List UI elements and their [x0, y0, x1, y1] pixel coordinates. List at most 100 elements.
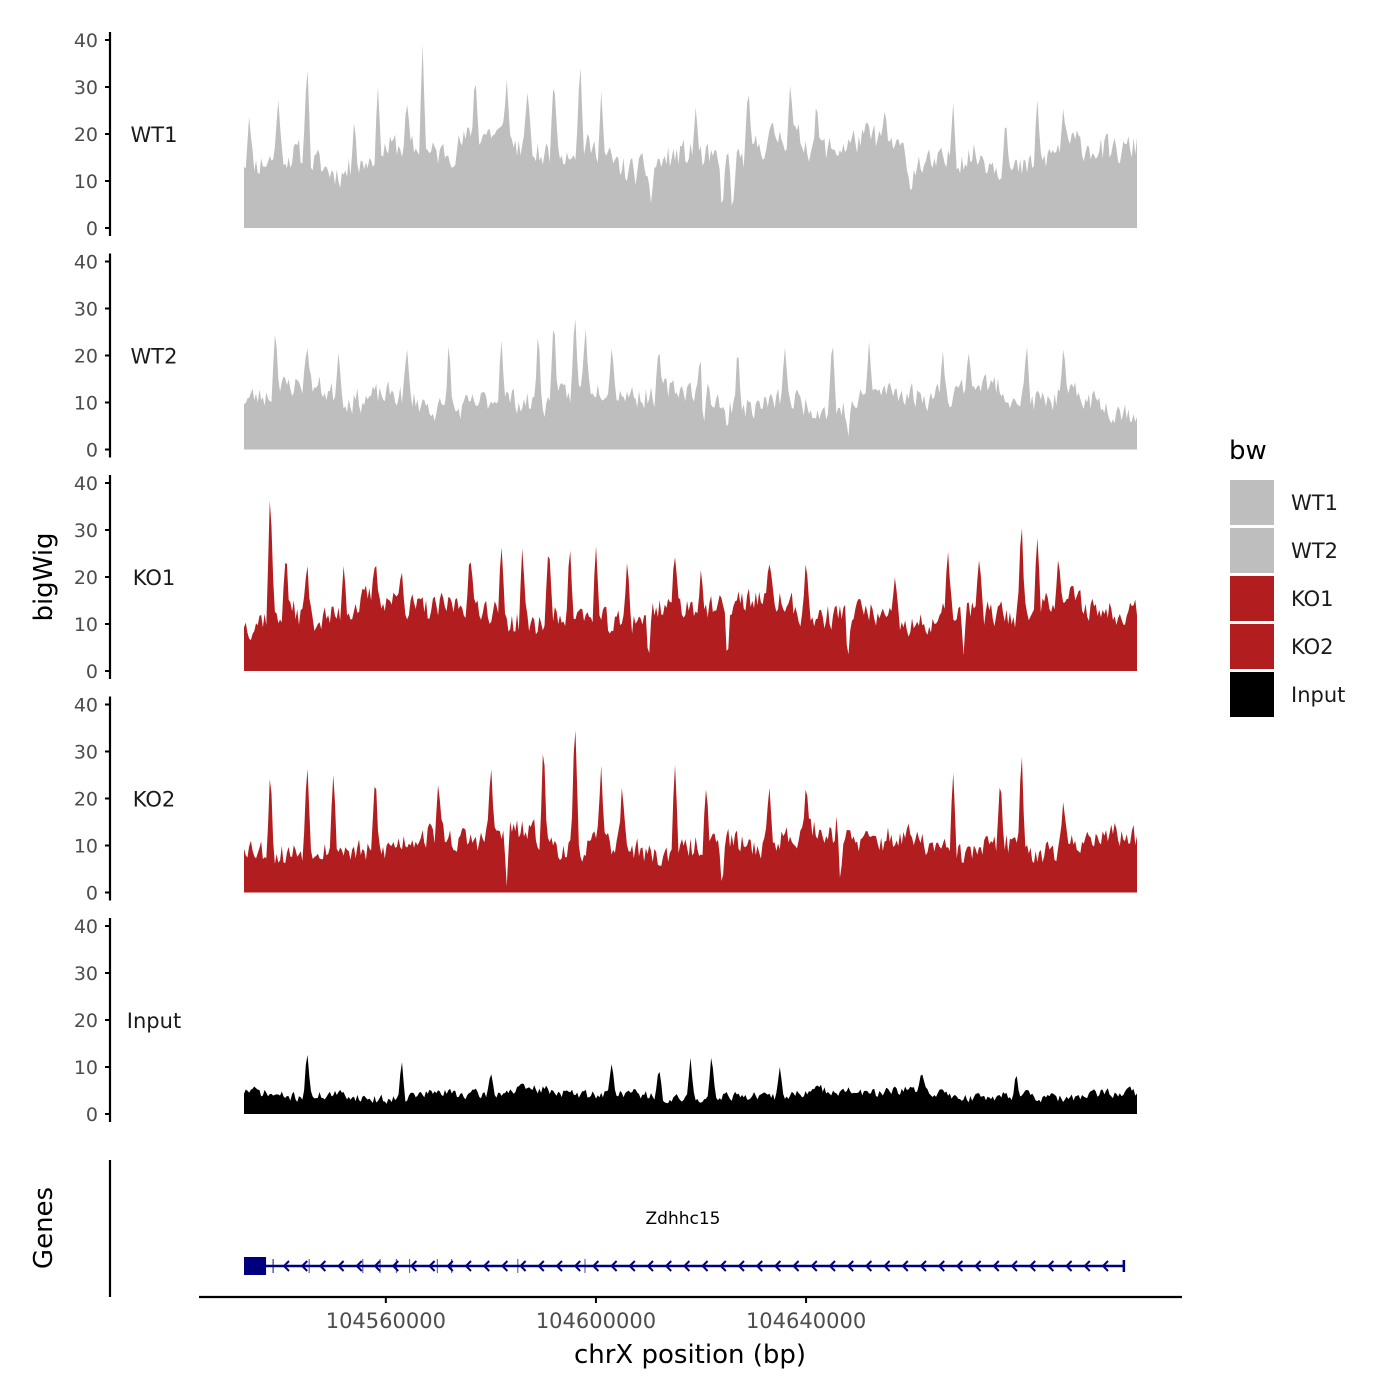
legend-label-wt2: WT2: [1291, 539, 1338, 563]
y-tick-label: 10: [74, 393, 98, 415]
y-tick-label: 0: [86, 218, 98, 240]
gene-exon: [450, 1259, 453, 1273]
gene-exon: [436, 1259, 438, 1273]
strand-arrow: [355, 1260, 363, 1272]
y-tick-label: 40: [74, 473, 98, 495]
strand-arrow: [555, 1260, 563, 1272]
track-wt2: 0 10 20 30 40 WT2: [74, 252, 1137, 462]
gene-track: Zdhhc15: [108, 1160, 1126, 1297]
y-tick-label: 0: [86, 883, 98, 905]
strand-arrow: [464, 1260, 472, 1272]
legend-key-ko1: [1230, 576, 1274, 621]
y-tick-label: 40: [74, 30, 98, 52]
y-tick-label: 0: [86, 661, 98, 683]
strand-arrow: [846, 1260, 854, 1272]
strand-arrow: [792, 1260, 800, 1272]
y-tick-label: 40: [74, 916, 98, 938]
strand-arrow: [955, 1260, 964, 1272]
track-ko1: 0 10 20 30 40 KO1: [74, 473, 1137, 683]
gene-exon: [272, 1259, 274, 1273]
strand-arrow: [992, 1260, 1000, 1272]
strand-arrow: [482, 1260, 490, 1272]
y-tick-label: 20: [74, 346, 98, 368]
y-axis-title: bigWig: [29, 532, 59, 621]
gene-exon: [379, 1259, 381, 1273]
y-tick-label: 30: [74, 520, 98, 542]
track-input: 0 10 20 30 40 Input: [74, 916, 1137, 1126]
strand-arrow: [1010, 1260, 1018, 1272]
track-label-ko1: KO1: [133, 566, 176, 590]
track-ko2: 0 10 20 30 40 KO2: [74, 695, 1137, 905]
genes-track-title: Genes: [29, 1187, 59, 1269]
track-label-input: Input: [127, 1009, 181, 1033]
strand-arrow: [883, 1260, 891, 1272]
legend-key-wt2: [1230, 528, 1274, 573]
y-tick-label: 20: [74, 124, 98, 146]
strand-arrow: [664, 1260, 672, 1272]
strand-arrow: [828, 1260, 836, 1272]
strand-arrow: [974, 1260, 982, 1272]
strand-arrow: [773, 1260, 782, 1272]
gene-exon: [408, 1259, 411, 1273]
strand-arrow: [573, 1260, 581, 1272]
gene-name-label: Zdhhc15: [646, 1209, 721, 1229]
strand-arrow: [810, 1260, 818, 1272]
y-tick-label: 30: [74, 742, 98, 764]
strand-arrow: [1028, 1260, 1036, 1272]
legend-label-wt1: WT1: [1291, 491, 1338, 515]
strand-arrow: [737, 1260, 745, 1272]
strand-arrow: [409, 1260, 418, 1272]
strand-arrow: [428, 1260, 436, 1272]
strand-arrow: [646, 1260, 654, 1272]
strand-arrow: [755, 1260, 763, 1272]
coverage-area-input: [244, 1054, 1137, 1114]
strand-arrow: [610, 1260, 618, 1272]
strand-arrow: [373, 1260, 381, 1272]
strand-arrow: [1101, 1260, 1109, 1272]
y-tick-label: 10: [74, 614, 98, 636]
strand-arrow: [937, 1260, 945, 1272]
track-label-wt1: WT1: [131, 123, 178, 147]
coverage-area-ko1: [244, 500, 1137, 671]
y-tick-label: 0: [86, 440, 98, 462]
gene-exon: [362, 1259, 364, 1273]
y-tick-label: 40: [74, 695, 98, 717]
y-tick-label: 20: [74, 1010, 98, 1032]
x-tick-label: 104640000: [746, 1309, 866, 1333]
coverage-tracks: 0 10 20 30 40 WT1 0 10 20 30 40 WT2 0 10 20 30 40 KO1 0 10 2…: [74, 30, 1137, 1126]
coverage-area-wt2: [244, 318, 1137, 450]
coverage-area-ko2: [244, 730, 1137, 893]
y-tick-label: 20: [74, 789, 98, 811]
coverage-area-wt1: [244, 44, 1137, 229]
track-label-ko2: KO2: [133, 788, 176, 812]
strand-arrow: [1065, 1260, 1073, 1272]
strand-arrow: [701, 1260, 709, 1272]
y-tick-label: 30: [74, 963, 98, 985]
strand-arrow: [519, 1260, 527, 1272]
x-tick-label: 104600000: [536, 1309, 656, 1333]
strand-arrow: [901, 1260, 909, 1272]
x-axis-title: chrX position (bp): [574, 1340, 806, 1370]
y-tick-label: 10: [74, 836, 98, 858]
legend-label-ko2: KO2: [1291, 635, 1334, 659]
y-tick-label: 40: [74, 252, 98, 274]
y-tick-label: 10: [74, 1057, 98, 1079]
strand-arrow: [300, 1260, 308, 1272]
gene-exon: [308, 1259, 310, 1273]
strand-arrow: [318, 1260, 327, 1272]
strand-arrow: [337, 1260, 345, 1272]
gene-exon: [584, 1259, 586, 1273]
legend-key-ko2: [1230, 624, 1274, 669]
legend-key-input: [1230, 672, 1274, 717]
strand-arrow: [1083, 1260, 1091, 1272]
strand-arrow: [628, 1260, 636, 1272]
strand-arrow: [1046, 1260, 1055, 1272]
legend-label-input: Input: [1291, 683, 1345, 707]
gene-exon: [244, 1257, 267, 1275]
strand-arrow: [919, 1260, 927, 1272]
strand-arrow: [282, 1260, 290, 1272]
gene-exon: [517, 1259, 519, 1273]
y-tick-label: 0: [86, 1104, 98, 1126]
legend-label-ko1: KO1: [1291, 587, 1334, 611]
